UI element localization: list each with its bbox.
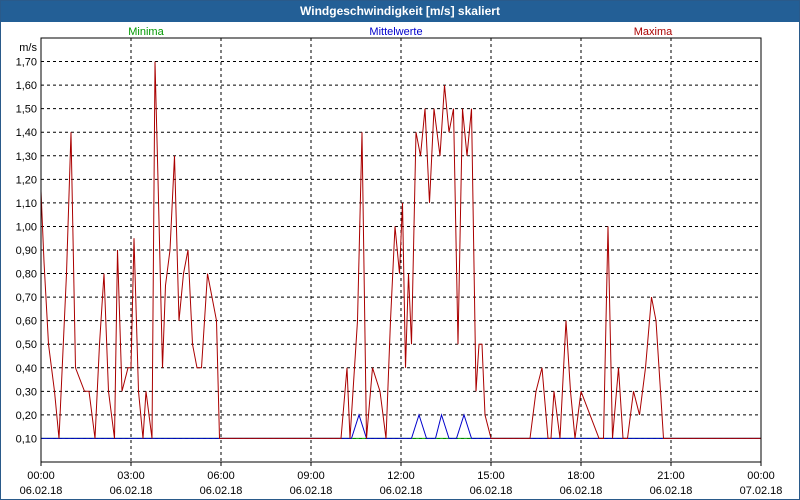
x-tick-time: 09:00: [297, 470, 325, 482]
y-tick-label: 1,00: [16, 221, 37, 233]
x-tick-date: 06.02.18: [200, 485, 243, 497]
y-tick-label: 0,60: [16, 316, 37, 328]
y-tick-label: 0,40: [16, 363, 37, 375]
y-tick-label: 0,70: [16, 292, 37, 304]
y-tick-label: 1,50: [16, 104, 37, 116]
x-tick-date: 06.02.18: [110, 485, 153, 497]
y-tick-label: 0,10: [16, 433, 37, 445]
x-tick-time: 12:00: [387, 470, 415, 482]
y-tick-label: 1,10: [16, 198, 37, 210]
x-tick-date: 06.02.18: [20, 485, 63, 497]
x-tick-date: 07.02.18: [740, 485, 783, 497]
x-tick-date: 06.02.18: [380, 485, 423, 497]
y-tick-label: 0,90: [16, 245, 37, 257]
x-tick-time: 18:00: [567, 470, 595, 482]
y-tick-label: 1,40: [16, 127, 37, 139]
y-tick-label: 1,70: [16, 57, 37, 69]
legend-entry-minima: Minima: [128, 26, 164, 38]
window-title: Windgeschwindigkeit [m/s] skaliert: [1, 1, 799, 22]
plot-border: [40, 37, 762, 463]
x-tick-date: 06.02.18: [650, 485, 693, 497]
y-tick-label: 1,20: [16, 174, 37, 186]
x-tick-time: 21:00: [657, 470, 685, 482]
legend-entry-mittelwerte: Mittelwerte: [369, 26, 422, 38]
y-axis-unit: m/s: [19, 42, 37, 54]
grid: [40, 38, 762, 466]
chart-canvas: 0,10 0,20 0,30 0,40 0,50 0,60 0,70 0,80 0,90 1,00…: [16, 26, 783, 497]
x-tick-time: 15:00: [477, 470, 505, 482]
y-tick-label: 1,30: [16, 151, 37, 163]
series-line-maxima: [40, 61, 761, 439]
x-tick-time: 03:00: [117, 470, 145, 482]
y-tick-label: 0,30: [16, 386, 37, 398]
legend-entry-maxima: Maxima: [634, 26, 673, 38]
x-tick-date: 06.02.18: [470, 485, 513, 497]
y-tick-label: 1,60: [16, 80, 37, 92]
x-axis-labels: 00:00 06.02.18 03:00 06.02.18 06:00 06.02.18 0…: [20, 470, 783, 497]
x-tick-time: 06:00: [207, 470, 235, 482]
x-tick-time: 00:00: [747, 470, 775, 482]
y-tick-label: 0,80: [16, 269, 37, 281]
x-tick-date: 06.02.18: [290, 485, 333, 497]
x-tick-date: 06.02.18: [560, 485, 603, 497]
y-tick-label: 0,50: [16, 339, 37, 351]
y-axis-labels: 0,10 0,20 0,30 0,40 0,50 0,60 0,70 0,80 0,90 1,00…: [16, 57, 37, 446]
y-tick-label: 0,20: [16, 410, 37, 422]
series-lines: [40, 61, 761, 439]
x-tick-time: 00:00: [27, 470, 55, 482]
legend: Minima Mittelwerte Maxima: [128, 26, 673, 38]
series-line-mittelwerte: [41, 413, 761, 439]
